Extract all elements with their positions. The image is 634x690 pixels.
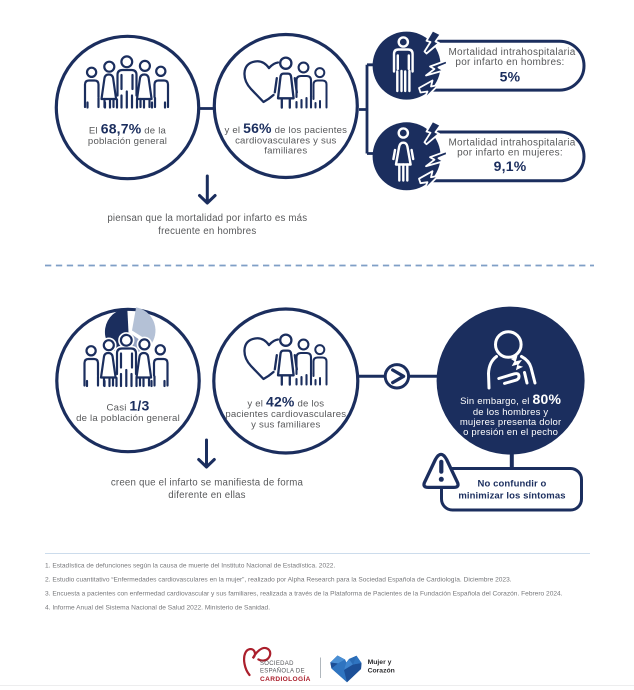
svg-text:ESPAÑOLA DE: ESPAÑOLA DE (260, 667, 305, 674)
svg-text:CARDIOLOGÍA: CARDIOLOGÍA (260, 674, 311, 683)
svg-text:9,1%: 9,1% (494, 158, 527, 174)
svg-text:minimizar los síntomas: minimizar los síntomas (458, 491, 565, 502)
svg-text:frecuente en hombres: frecuente en hombres (158, 226, 256, 237)
svg-text:piensan que la mortalidad por: piensan que la mortalidad por infarto es… (107, 213, 307, 224)
svg-text:Corazón: Corazón (368, 668, 395, 675)
svg-text:de la población general: de la población general (76, 413, 180, 424)
svg-text:diferente en ellas: diferente en ellas (168, 490, 245, 501)
svg-text:pacientes cardiovasculares: pacientes cardiovasculares (225, 409, 346, 420)
svg-text:cardiovasculares y sus: cardiovasculares y sus (235, 136, 336, 147)
svg-text:y el 42% de los: y el 42% de los (247, 394, 324, 410)
svg-text:creen que el infarto se manifi: creen que el infarto se manifiesta de fo… (111, 478, 304, 489)
svg-text:población general: población general (88, 136, 167, 147)
svg-text:2. Estudio cuantitativo “Enfer: 2. Estudio cuantitativo “Enfermedades ca… (45, 576, 512, 583)
svg-text:5%: 5% (500, 68, 521, 84)
svg-text:por infarto en mujeres:: por infarto en mujeres: (457, 148, 563, 159)
svg-text:No confundir o: No confundir o (478, 478, 547, 489)
svg-text:El 68,7% de la: El 68,7% de la (89, 121, 167, 137)
svg-text:Mortalidad intrahospitalaria: Mortalidad intrahospitalaria (448, 138, 575, 149)
svg-text:Sin embargo, el 80%: Sin embargo, el 80% (460, 391, 561, 407)
svg-text:y el 56% de los pacientes: y el 56% de los pacientes (224, 120, 347, 136)
svg-text:mujeres presenta dolor: mujeres presenta dolor (460, 417, 562, 428)
svg-text:de los hombres y: de los hombres y (473, 407, 549, 418)
svg-text:o presión en el pecho: o presión en el pecho (463, 427, 558, 438)
svg-text:SOCIEDAD: SOCIEDAD (260, 661, 294, 667)
svg-text:y sus familiares: y sus familiares (251, 420, 320, 431)
svg-text:4. Informe Anual del Sistema N: 4. Informe Anual del Sistema Nacional de… (45, 604, 270, 611)
svg-text:1. Estadística de defunciones: 1. Estadística de defunciones según la c… (45, 562, 335, 569)
svg-text:familiares: familiares (264, 146, 307, 157)
svg-text:3. Encuesta a pacientes con en: 3. Encuesta a pacientes con enfermedad c… (45, 590, 563, 597)
svg-text:Mortalidad intrahospitalaria: Mortalidad intrahospitalaria (448, 47, 575, 58)
svg-text:por infarto en hombres:: por infarto en hombres: (455, 57, 564, 68)
svg-text:Mujer y: Mujer y (368, 659, 392, 666)
svg-text:Casi 1/3: Casi 1/3 (107, 397, 150, 413)
